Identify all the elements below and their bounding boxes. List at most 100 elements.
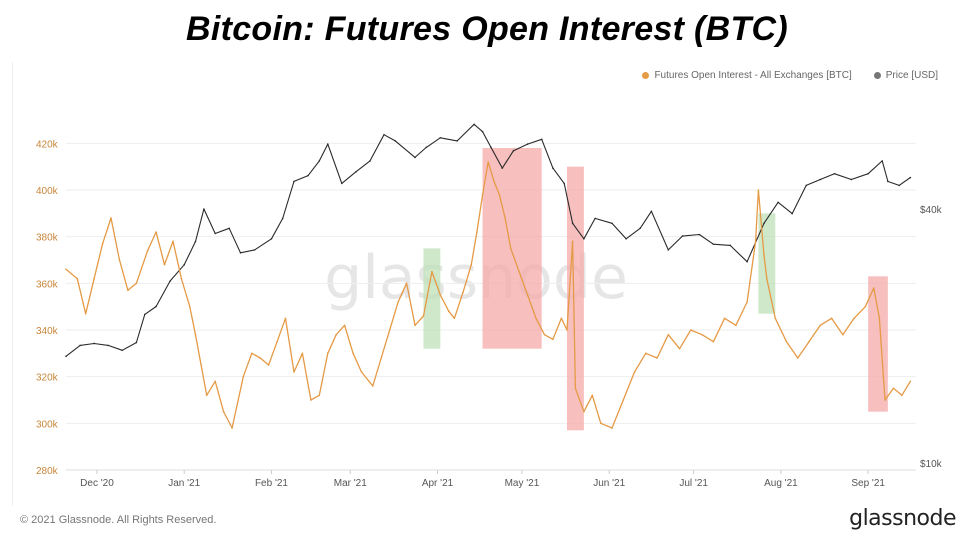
oi-point — [735, 324, 737, 327]
price-point — [729, 244, 732, 247]
price-point — [540, 138, 543, 141]
price-point — [293, 180, 295, 183]
y-left-tick-label: 400k — [36, 186, 59, 197]
oi-point — [470, 263, 473, 266]
oi-point — [293, 371, 295, 373]
price-point — [501, 167, 504, 169]
oi-point — [842, 333, 844, 336]
price-point — [65, 355, 67, 358]
legend-item-price[interactable]: Price [USD] — [873, 70, 938, 81]
oi-point — [118, 259, 121, 261]
oi-point — [892, 387, 895, 390]
footer-logo[interactable]: glassnode — [849, 506, 956, 531]
oi-point — [493, 179, 495, 182]
oi-point — [763, 254, 765, 257]
x-tick-label: Sep '21 — [851, 478, 885, 489]
oi-point — [76, 277, 79, 280]
y-left-tick-label: 340k — [36, 326, 59, 337]
price-point — [135, 341, 138, 344]
price-point — [791, 212, 793, 215]
oi-point — [242, 375, 245, 378]
red-highlight-box — [482, 148, 542, 349]
oi-point — [746, 301, 748, 303]
oi-point — [180, 277, 183, 280]
price-point — [394, 140, 397, 142]
price-point — [307, 174, 309, 177]
oi-point — [422, 315, 425, 317]
oi-point — [343, 324, 346, 327]
price-point — [552, 167, 554, 169]
price-point — [805, 184, 808, 187]
oi-point — [591, 394, 594, 397]
oi-point — [172, 240, 174, 243]
y-left-tick-label: 380k — [36, 233, 59, 244]
price-point — [881, 160, 884, 162]
price-point — [155, 305, 157, 308]
oi-point — [518, 270, 520, 273]
price-point — [228, 227, 231, 230]
oi-point — [766, 277, 768, 280]
green-highlight-box — [758, 213, 776, 314]
oi-point — [231, 427, 233, 429]
price-point — [512, 149, 515, 152]
oi-point — [571, 240, 574, 243]
y-right-tick-label: $40k — [920, 205, 943, 216]
oi-point — [757, 189, 760, 191]
price-point — [473, 123, 475, 126]
x-tick-label: Jun '21 — [593, 478, 625, 489]
oi-point — [535, 317, 537, 320]
x-tick-label: Apr '21 — [422, 478, 454, 489]
oi-point — [690, 329, 692, 331]
y-left-tick-label: 300k — [36, 419, 59, 430]
oi-point — [301, 352, 304, 355]
price-point — [819, 178, 822, 181]
price-point — [318, 160, 321, 162]
oi-point — [543, 333, 546, 336]
oi-point — [774, 317, 777, 320]
oi-point — [189, 305, 191, 308]
price-point — [909, 176, 912, 179]
price-point — [712, 243, 715, 246]
price-point — [144, 313, 146, 316]
oi-point — [127, 289, 129, 292]
oi-point — [318, 394, 321, 397]
oi-point — [667, 333, 670, 336]
chart-legend: Futures Open Interest - All Exchanges [B… — [642, 70, 938, 81]
oi-point — [146, 249, 149, 252]
price-point — [355, 171, 357, 173]
price-point — [763, 222, 765, 225]
x-tick-label: Jul '21 — [679, 478, 708, 489]
legend-item-oi[interactable]: Futures Open Interest - All Exchanges [B… — [642, 70, 852, 81]
price-point — [93, 342, 95, 345]
oi-point — [481, 193, 484, 196]
oi-point — [599, 422, 602, 425]
oi-point — [447, 310, 450, 313]
price-point — [639, 227, 641, 230]
oi-point — [504, 217, 506, 219]
price-point — [121, 349, 124, 352]
oi-point — [155, 231, 157, 233]
price-point — [270, 237, 273, 240]
oi-point — [462, 291, 464, 294]
price-point — [526, 143, 529, 145]
series-lines — [65, 123, 912, 429]
price-point — [369, 160, 371, 162]
oi-point — [205, 394, 208, 397]
oi-point — [611, 427, 613, 429]
y-left-tick-label: 280k — [36, 466, 59, 477]
price-point — [169, 280, 171, 282]
oi-point — [259, 357, 262, 359]
oi-point — [388, 329, 391, 331]
price-point — [253, 249, 256, 251]
oi-point — [371, 385, 374, 387]
oi-point — [397, 301, 399, 303]
legend-label-oi: Futures Open Interest - All Exchanges [B… — [654, 70, 852, 81]
price-point — [341, 182, 343, 185]
oi-point — [487, 161, 489, 163]
oi-point — [808, 340, 810, 343]
oi-point — [884, 399, 886, 401]
oi-point — [583, 410, 585, 413]
price-point — [203, 208, 205, 210]
oi-point — [498, 193, 501, 196]
price-point — [107, 344, 110, 347]
